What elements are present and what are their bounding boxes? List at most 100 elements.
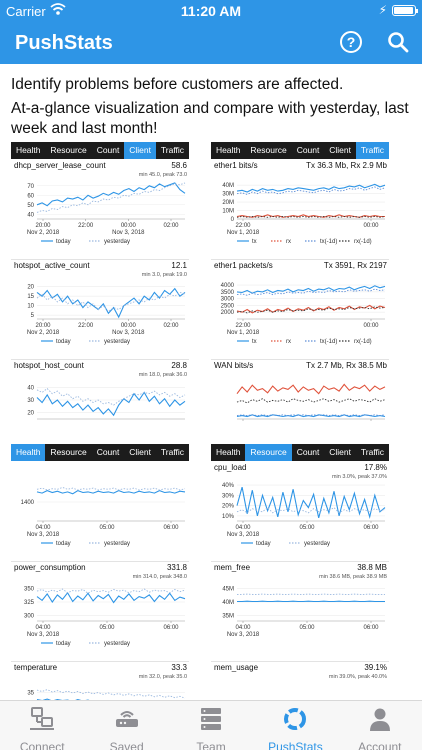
x-tick-label: 02:00	[163, 323, 179, 329]
tab-account[interactable]: Account	[338, 701, 422, 750]
x-tick-date: Nov 3, 2018	[27, 532, 60, 538]
chart-name: cpu_load	[214, 463, 246, 472]
tab-pushstats-label: PushStats	[268, 740, 323, 750]
y-tick-label: 3500	[221, 290, 235, 296]
panel-tabs: Health Resource Count Client Traffic	[11, 444, 189, 461]
y-tick-label: 10%	[222, 514, 235, 520]
tab-count[interactable]: Count	[96, 145, 120, 155]
battery-icon	[392, 5, 418, 16]
chart-value: 12.1	[171, 261, 187, 270]
x-tick-label: 00:00	[121, 223, 137, 229]
x-tick-label: 06:00	[163, 625, 179, 631]
tab-traffic[interactable]: Traffic	[360, 447, 385, 457]
stats-panel-health[interactable]: Health Resource Count Client Traffic 1400 04:0…	[11, 444, 189, 736]
y-tick-label: 60	[27, 193, 34, 199]
tab-connect[interactable]: Connect	[0, 701, 84, 750]
stats-panel-traffic[interactable]: Health Resource Count Client Traffic ether1 b…	[211, 142, 389, 434]
tab-resource[interactable]: Resource	[50, 447, 87, 457]
help-circle-icon[interactable]: ?	[340, 31, 362, 53]
charging-icon: ⚡	[378, 3, 387, 17]
tab-count[interactable]: Count	[296, 145, 320, 155]
tab-saved[interactable]: Saved	[84, 701, 168, 750]
y-tick-label: 350	[24, 586, 35, 592]
carrier-label: Carrier	[6, 4, 46, 19]
tab-client[interactable]: Client	[124, 142, 156, 159]
x-tick-label: 22:00	[235, 223, 251, 229]
x-tick-label: 00:00	[121, 323, 137, 329]
legend-label: today	[256, 541, 271, 547]
chart-value: 331.8	[167, 563, 188, 572]
tab-team-label: Team	[196, 740, 226, 750]
tab-client[interactable]: Client	[329, 447, 351, 457]
series-line-today	[36, 182, 186, 207]
tab-health[interactable]: Health	[11, 444, 46, 461]
chart-hotspot-host-count: hotspot_host_count 28.8 min 18.0, peak 36.…	[11, 359, 189, 420]
nav-bar: PushStats ?	[0, 22, 422, 64]
search-icon[interactable]	[386, 30, 410, 54]
chart-dhcp-server-lease-count: dhcp_server_lease_count 58.6 min 45.0, pea…	[14, 161, 188, 245]
tab-traffic[interactable]: Traffic	[355, 142, 389, 159]
chart-value: 38.8 MB	[357, 563, 387, 572]
series-line-today	[36, 591, 186, 604]
stats-panel-client[interactable]: Health Resource Count Client Traffic dhcp_ser…	[11, 142, 189, 434]
chart-name: hotspot_active_count	[14, 261, 90, 270]
tab-count[interactable]: Count	[296, 447, 320, 457]
tab-resource[interactable]: Resource	[250, 145, 287, 155]
chart-value: 58.6	[171, 161, 187, 170]
tab-health[interactable]: Health	[215, 447, 241, 457]
tab-traffic[interactable]: Traffic	[160, 145, 185, 155]
chart-name: dhcp_server_lease_count	[14, 161, 106, 170]
chart-min-peak: min 3.0%, peak 37.0%	[332, 474, 387, 480]
panel-charts: ether1 bits/s Tx 36.3 Mb, Rx 2.9 Mb 0 10M 20…	[211, 161, 389, 421]
y-tick-label: 4000	[221, 283, 235, 289]
legend-label: yesterday	[104, 339, 130, 345]
legend-label: rx	[286, 239, 291, 245]
tab-account-label: Account	[358, 740, 402, 750]
chart-min-peak: min 3.0, peak 19.0	[142, 272, 187, 278]
tab-connect-label: Connect	[19, 740, 65, 750]
chart-min-peak: min 314.0, peak 348.0	[133, 574, 187, 580]
tab-health[interactable]: Health	[15, 145, 41, 155]
network-icon	[30, 707, 55, 730]
chart-name: mem_usage	[214, 663, 259, 672]
chart-value: 33.3	[171, 663, 187, 672]
tab-resource[interactable]: Resource	[245, 444, 292, 461]
tab-traffic[interactable]: Traffic	[160, 447, 185, 457]
chart-value: 17.8%	[364, 463, 387, 472]
chart-name: power_consumption	[14, 563, 86, 572]
y-tick-label: 20	[27, 411, 34, 417]
stats-panel-resource[interactable]: Health Resource Count Client Traffic cpu_load…	[211, 444, 389, 736]
series-line-today	[236, 285, 386, 294]
user-icon	[369, 708, 390, 731]
tab-client[interactable]: Client	[329, 145, 351, 155]
legend-label: rx(-1d)	[354, 239, 372, 245]
y-tick-label: 15	[27, 294, 34, 300]
x-tick-label: 00:00	[363, 223, 379, 229]
x-tick-label: 00:00	[363, 323, 379, 329]
tab-pushstats[interactable]: PushStats	[253, 701, 337, 750]
tab-team[interactable]: Team	[169, 701, 253, 750]
legend-label: yesterday	[304, 541, 330, 547]
tab-client[interactable]: Client	[129, 447, 151, 457]
tab-health[interactable]: Health	[215, 145, 241, 155]
legend-label: tx	[252, 339, 257, 345]
tab-count[interactable]: Count	[96, 447, 120, 457]
page-title: PushStats	[15, 32, 113, 54]
y-tick-label: 35	[27, 691, 34, 697]
chart-ether1-bits-s: ether1 bits/s Tx 36.3 Mb, Rx 2.9 Mb 0 10M 20…	[214, 161, 388, 245]
chart-cpu-load: cpu_load 17.8% min 3.0%, peak 37.0% 10% 20% 3…	[214, 463, 387, 547]
chart-value: Tx 2.7 Mb, Rx 38.5 Mb	[306, 361, 387, 370]
legend-label: rx	[286, 339, 291, 345]
y-tick-label: 45M	[222, 586, 234, 592]
series-line-today	[36, 391, 186, 417]
chart-mem-free: mem_free 38.8 MB min 38.6 MB, peak 38.9 MB…	[211, 561, 389, 638]
x-tick-date: Nov 3, 2018	[227, 532, 260, 538]
status-bar: Carrier 11:20 AM ⚡	[0, 0, 422, 22]
tab-resource[interactable]: Resource	[50, 145, 87, 155]
x-tick-date: Nov 1, 2018	[227, 330, 260, 336]
legend-label: tx(-1d)	[320, 239, 337, 245]
y-tick-label: 5	[31, 313, 35, 319]
series-line-today	[36, 287, 186, 319]
y-tick-label: 30	[27, 398, 34, 404]
x-tick-label: 22:00	[78, 223, 94, 229]
